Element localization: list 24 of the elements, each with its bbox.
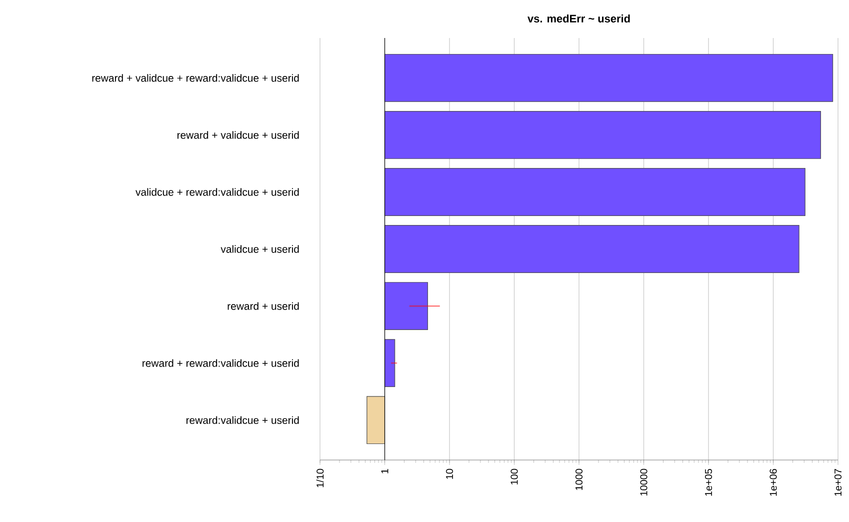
x-tick-label: 1e+05 [704, 468, 712, 496]
bar [366, 396, 386, 444]
y-tick-label: reward + validcue + reward:validcue + userid [92, 74, 299, 82]
bar [384, 225, 800, 273]
x-tick-label: 1/10 [316, 468, 324, 488]
y-tick-label: validcue + reward:validcue + userid [136, 188, 299, 196]
x-tick-label: 10000 [640, 468, 648, 496]
y-tick-label: reward + reward:validcue + userid [142, 359, 299, 367]
x-tick-label: 10 [446, 468, 454, 479]
bar [384, 110, 821, 159]
chart-title: vs. medErr ~ userid [528, 14, 630, 23]
bar [384, 168, 806, 216]
y-tick-label: reward + userid [228, 302, 299, 310]
y-tick-label: reward:validcue + userid [186, 416, 299, 424]
x-tick-label: 100 [510, 468, 518, 484]
y-tick-label: validcue + userid [220, 245, 299, 253]
bar [384, 339, 396, 388]
x-tick-label: 1000 [575, 468, 583, 490]
x-tick-label: 1e+07 [834, 469, 842, 496]
x-tick-label: 1 [381, 469, 388, 474]
x-tick-label: 1e+06 [770, 468, 777, 496]
bar [384, 282, 428, 330]
y-tick-label: reward + validcue + userid [177, 131, 299, 139]
bar [384, 54, 834, 102]
